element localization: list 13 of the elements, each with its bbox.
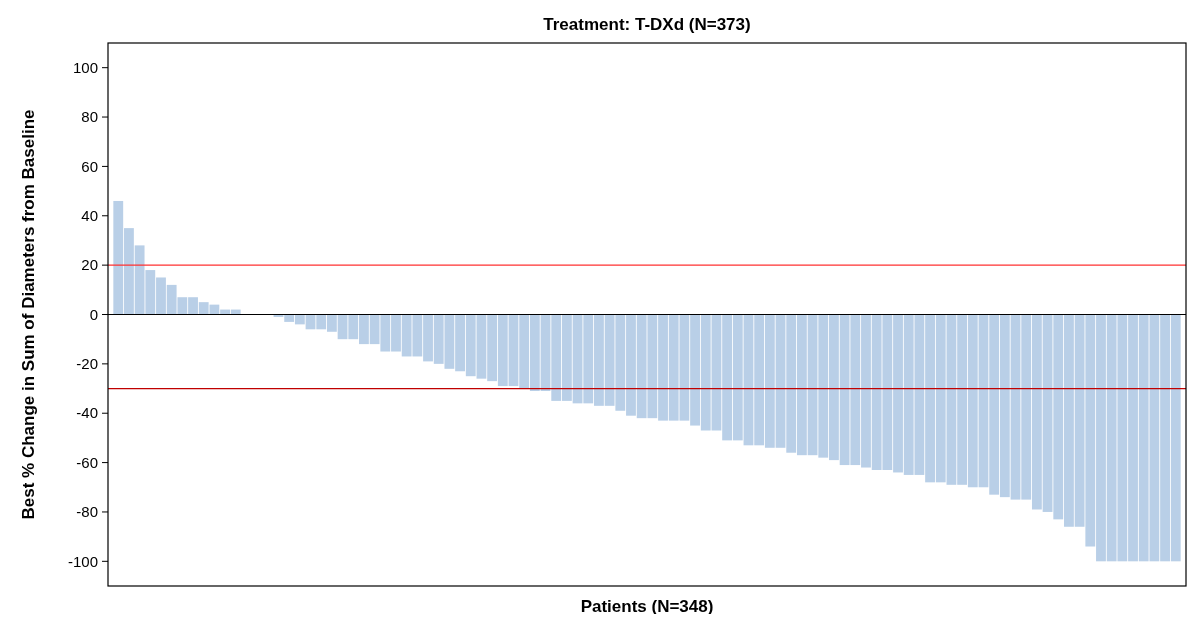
y-tick-label: -40	[76, 404, 98, 422]
y-tick-label: 40	[81, 207, 98, 225]
y-tick-label: -80	[76, 503, 98, 521]
y-tick-label: -100	[67, 552, 98, 570]
y-tick-label: -60	[76, 453, 98, 471]
y-tick-label: 0	[89, 305, 98, 323]
chart-title: Treatment: T-DXd (N=373)	[543, 15, 751, 34]
y-tick-label: 80	[81, 108, 98, 126]
y-tick-label: 60	[81, 157, 98, 175]
y-axis-title: Best % Change in Sum of Diameters from Baseline	[18, 109, 38, 520]
y-tick-label: -20	[76, 355, 98, 373]
y-tick-label: 20	[81, 256, 98, 274]
y-tick-label: 100	[72, 58, 98, 76]
